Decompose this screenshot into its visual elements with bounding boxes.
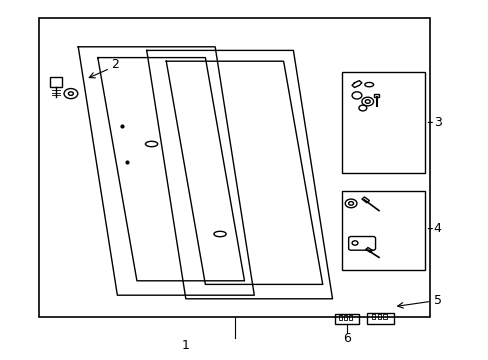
Bar xyxy=(342,191,425,270)
Bar xyxy=(334,314,359,324)
Text: 6: 6 xyxy=(343,332,350,345)
Bar xyxy=(50,77,62,87)
Bar xyxy=(366,313,393,324)
Bar xyxy=(348,315,351,320)
Text: 5: 5 xyxy=(433,294,441,307)
Bar xyxy=(343,315,346,320)
Bar xyxy=(342,72,425,173)
Text: 3: 3 xyxy=(433,116,441,129)
Bar xyxy=(377,314,380,319)
Text: 1: 1 xyxy=(182,339,189,352)
Bar xyxy=(39,18,429,317)
Text: 4: 4 xyxy=(433,222,441,235)
Bar xyxy=(365,248,372,252)
Text: 2: 2 xyxy=(111,58,119,71)
Bar xyxy=(373,94,378,97)
Bar xyxy=(361,197,369,203)
Bar xyxy=(383,314,386,319)
Bar xyxy=(338,315,341,320)
Bar xyxy=(371,314,374,319)
